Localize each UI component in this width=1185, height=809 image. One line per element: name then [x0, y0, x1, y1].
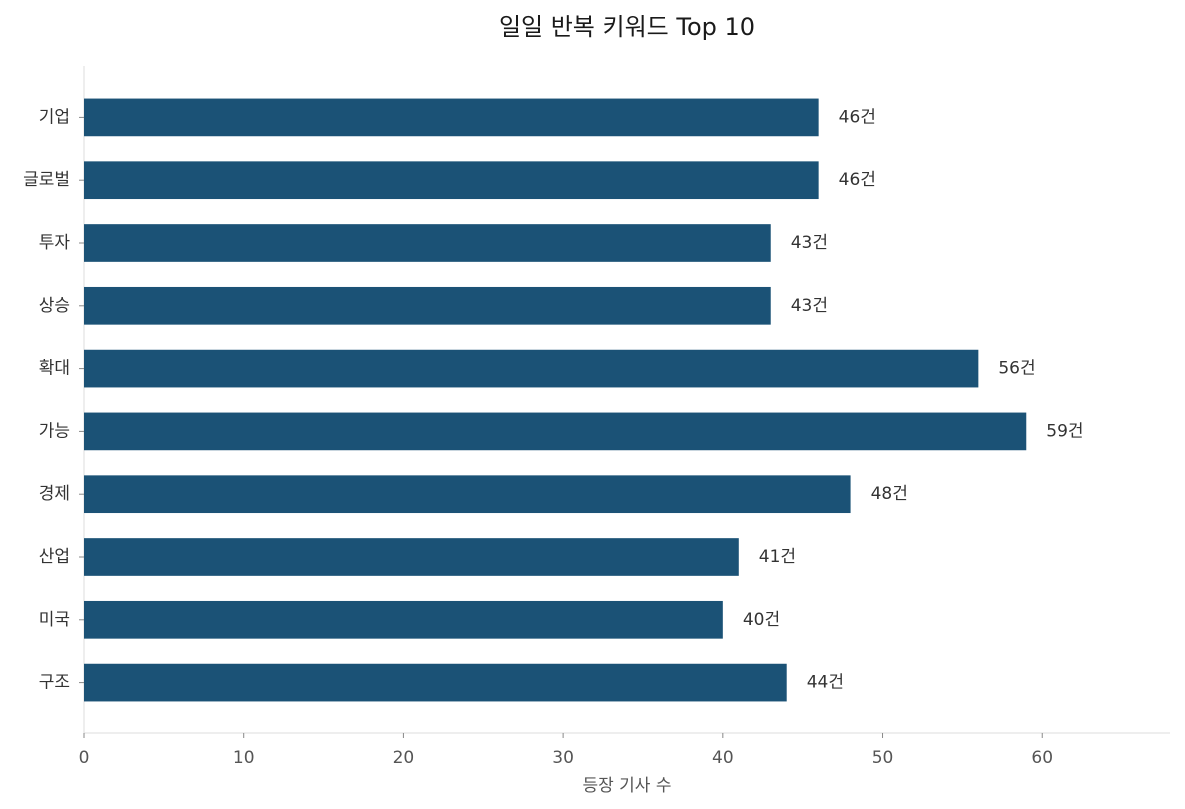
- y-tick-label: 확대: [39, 359, 70, 379]
- x-tick-label: 20: [393, 748, 415, 768]
- y-tick-label: 글로벌: [23, 170, 70, 190]
- value-label: 46건: [839, 170, 876, 190]
- x-axis-label: 등장 기사 수: [582, 776, 671, 796]
- value-label: 43건: [791, 296, 828, 316]
- value-label: 59건: [1046, 421, 1083, 441]
- y-tick-label: 경제: [39, 484, 70, 504]
- bar: [84, 161, 819, 200]
- bar: [84, 98, 819, 137]
- y-tick-label: 기업: [39, 107, 70, 127]
- value-label: 43건: [791, 233, 828, 253]
- bar: [84, 349, 979, 388]
- y-tick-label: 구조: [39, 673, 70, 693]
- bar: [84, 600, 723, 639]
- value-label: 46건: [839, 107, 876, 127]
- y-tick-label: 미국: [39, 610, 70, 630]
- bar: [84, 412, 1027, 451]
- y-tick-label: 상승: [39, 296, 70, 316]
- value-label: 41건: [759, 547, 796, 567]
- x-tick-label: 30: [552, 748, 574, 768]
- x-tick-label: 10: [233, 748, 255, 768]
- chart-title: 일일 반복 키워드 Top 10: [499, 13, 755, 41]
- x-tick-label: 60: [1031, 748, 1053, 768]
- value-label: 56건: [998, 359, 1035, 379]
- y-tick-label: 투자: [39, 233, 71, 253]
- bar: [84, 538, 739, 576]
- value-label: 40건: [743, 610, 780, 630]
- x-tick-label: 40: [712, 748, 734, 768]
- bar: [84, 286, 771, 325]
- bar: [84, 475, 851, 514]
- value-label: 44건: [807, 673, 844, 693]
- y-tick-label: 가능: [39, 421, 70, 441]
- x-tick-label: 0: [79, 748, 90, 768]
- value-label: 48건: [871, 484, 908, 504]
- x-tick-label: 50: [872, 748, 894, 768]
- y-tick-label: 산업: [39, 547, 70, 567]
- bar: [84, 663, 787, 702]
- bar: [84, 224, 771, 262]
